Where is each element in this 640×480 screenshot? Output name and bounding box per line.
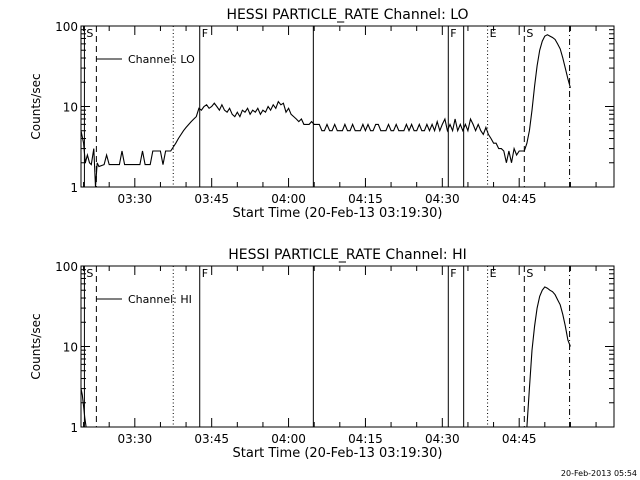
y-tick-label: 10 [63, 101, 78, 115]
x-tick-label: 04:45 [502, 192, 537, 206]
marker-label: F [450, 267, 456, 280]
x-axis-label: Start Time (20-Feb-13 03:19:30) [233, 206, 443, 221]
y-tick-label: 1 [70, 421, 78, 435]
y-axis-label: Counts/sec [29, 313, 43, 379]
marker-label: S [526, 267, 533, 280]
chart-panel-0: HESSI PARTICLE_RATE Channel: LO 1 10 100 03:… [29, 7, 615, 221]
x-tick-label: 04:00 [271, 192, 306, 206]
plot-frame [80, 25, 615, 188]
footer-timestamp: 20-Feb-2013 05:54 [561, 469, 637, 478]
marker-label: F [450, 27, 456, 40]
x-tick-label: 03:45 [194, 432, 229, 446]
marker-label: S [526, 27, 533, 40]
series-line [80, 34, 571, 188]
marker-label: S [86, 27, 93, 40]
x-tick-label: 04:30 [425, 432, 460, 446]
marker-label: F [202, 27, 208, 40]
marker-label: E [490, 267, 497, 280]
x-tick-label: 04:15 [348, 192, 383, 206]
chart-panel-1: HESSI PARTICLE_RATE Channel: HI 1 10 100 03:… [29, 247, 615, 461]
marker-label: E [490, 27, 497, 40]
x-tick-label: 04:15 [348, 432, 383, 446]
x-tick-label: 03:45 [194, 192, 229, 206]
x-tick-label: 04:45 [502, 432, 537, 446]
marker-label: F [202, 267, 208, 280]
y-tick-label: 10 [63, 341, 78, 355]
y-tick-label: 1 [70, 181, 78, 195]
chart-title: HESSI PARTICLE_RATE Channel: HI [228, 247, 466, 263]
y-tick-label: 100 [55, 20, 78, 34]
y-tick-label: 100 [55, 260, 78, 274]
x-axis-label: Start Time (20-Feb-13 03:19:30) [233, 446, 443, 461]
x-tick-label: 03:30 [118, 432, 153, 446]
x-tick-label: 04:00 [271, 432, 306, 446]
chart-title: HESSI PARTICLE_RATE Channel: LO [226, 7, 468, 23]
series-line [526, 286, 571, 428]
x-tick-label: 03:30 [118, 192, 153, 206]
plot-frame [80, 265, 615, 428]
legend-label: Channel: HI [128, 293, 192, 306]
y-axis-label: Counts/sec [29, 73, 43, 139]
marker-label: S [86, 267, 93, 280]
legend-label: Channel: LO [128, 53, 195, 66]
x-tick-label: 04:30 [425, 192, 460, 206]
series-line [80, 388, 87, 428]
